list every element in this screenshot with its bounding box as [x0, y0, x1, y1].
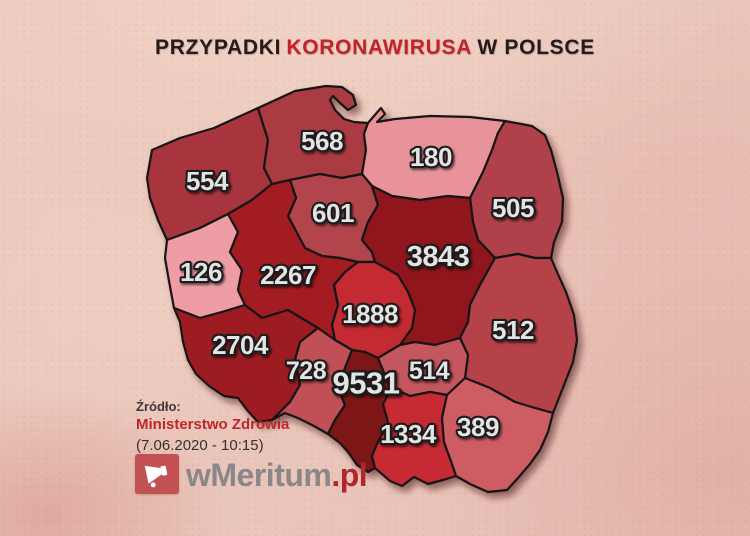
region-label-kujawsko-pomorskie: 601 — [312, 198, 354, 228]
source-name: Ministerstwo Zdrowia — [136, 416, 290, 433]
region-label-slaskie: 9531 — [333, 366, 400, 401]
megaphone-icon — [142, 457, 172, 492]
region-label-lodzkie: 1888 — [342, 299, 398, 329]
region-label-warminsko-mazurskie: 180 — [410, 142, 452, 172]
logo-text: wMeritum.pl — [186, 457, 368, 494]
region-label-podkarpackie: 389 — [457, 412, 499, 442]
region-label-lubelskie: 512 — [492, 315, 534, 345]
source-timestamp: (7.06.2020 - 10:15) — [136, 437, 264, 454]
title-highlight: KORONAWIRUSA — [286, 36, 473, 59]
region-label-zachodniopomorskie: 554 — [186, 166, 229, 196]
region-podkarpackie — [440, 376, 555, 494]
region-label-swietokrzyskie: 514 — [409, 357, 450, 385]
region-label-podlaskie: 505 — [492, 193, 534, 223]
logo-text-main: wMeritum — [186, 457, 332, 493]
logo: wMeritum.pl — [135, 454, 368, 494]
title-part-1: PRZYPADKI — [155, 36, 282, 59]
title-part-2: W POLSCE — [477, 36, 595, 59]
region-label-mazowieckie: 3843 — [407, 241, 470, 273]
voivodeship-case-labels: 554 568 180 505 601 126 2267 3843 1888 512 2704 728… — [178, 124, 537, 451]
region-label-opolskie: 728 — [286, 357, 327, 385]
logo-text-suffix: .pl — [331, 457, 368, 493]
region-label-lubuskie: 126 — [180, 257, 222, 287]
region-label-pomorskie: 568 — [301, 126, 343, 156]
voivodeship-shapes — [145, 84, 579, 494]
source-label: Źródło: — [136, 399, 181, 414]
region-label-wielkopolskie: 2267 — [260, 260, 316, 290]
logo-badge — [135, 454, 179, 494]
page-title: PRZYPADKI KORONAWIRUSA W POLSCE — [0, 36, 750, 60]
region-label-dolnoslaskie: 2704 — [212, 330, 269, 360]
region-label-malopolskie: 1334 — [380, 419, 437, 449]
